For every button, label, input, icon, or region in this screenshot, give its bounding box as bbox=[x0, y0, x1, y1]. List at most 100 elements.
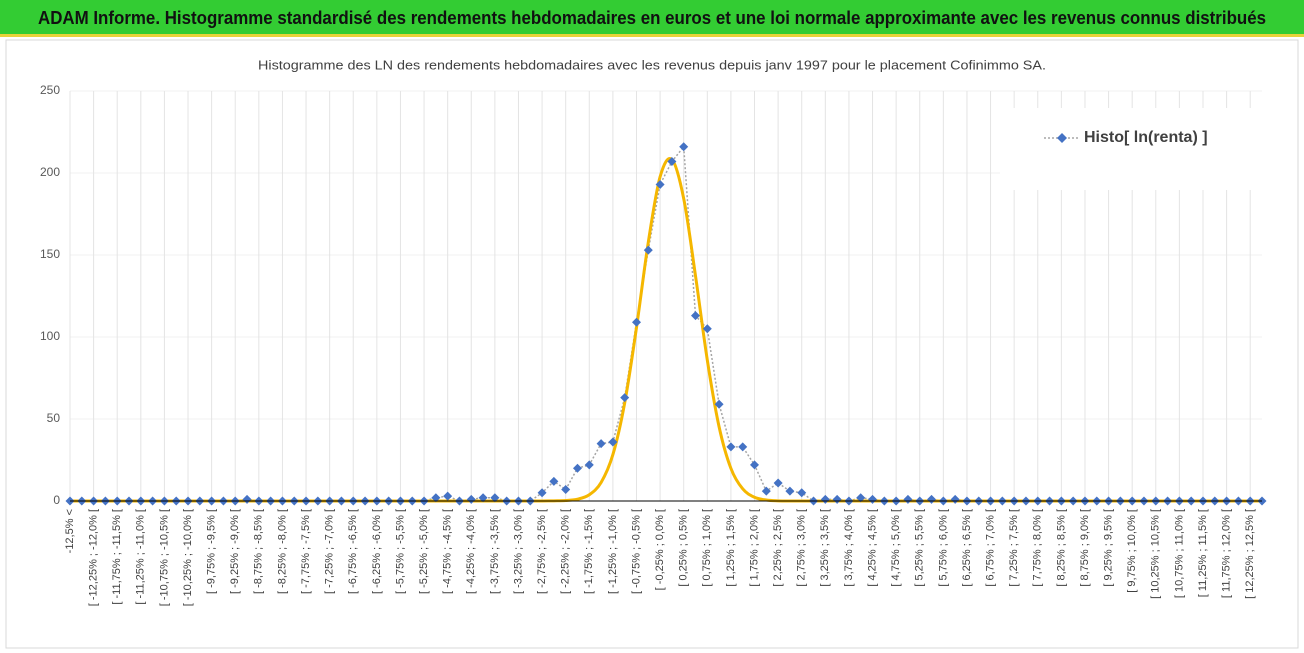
x-tick-label: [ -5,75% ; -5,5% [ bbox=[394, 509, 406, 594]
x-tick-label: [ 4,75% ; 5,0% [ bbox=[890, 509, 902, 587]
header-band bbox=[0, 0, 1304, 36]
x-tick-label: [ -2,75% ; -2,5% [ bbox=[536, 509, 548, 594]
chart-title: Histogramme des LN des rendements hebdom… bbox=[258, 57, 1046, 72]
marker bbox=[572, 463, 582, 473]
marker bbox=[738, 442, 748, 452]
x-tick-label: [ 9,75% ; 10,0% [ bbox=[1126, 509, 1138, 593]
marker bbox=[903, 494, 913, 504]
x-tick-label: [ -11,25% ; -11,0% [ bbox=[135, 509, 147, 605]
y-tick-label: 0 bbox=[53, 493, 60, 507]
x-tick-label: [ 11,75% ; 12,0% [ bbox=[1221, 509, 1233, 598]
x-tick-label: [ -7,75% ; -7,5% [ bbox=[300, 509, 312, 594]
x-tick-label: [ -11,75% ; -11,5% [ bbox=[111, 509, 123, 605]
marker bbox=[478, 493, 488, 503]
marker bbox=[714, 399, 724, 409]
y-tick-label: 250 bbox=[40, 83, 60, 97]
y-tick-label: 150 bbox=[40, 247, 60, 261]
x-tick-label: [ -2,25% ; -2,0% [ bbox=[560, 509, 572, 594]
x-tick-label: [ 0,75% ; 1,0% [ bbox=[701, 509, 713, 587]
marker bbox=[750, 460, 760, 470]
x-tick-label: [ -6,25% ; -6,0% [ bbox=[371, 509, 383, 594]
marker bbox=[726, 442, 736, 452]
x-tick-label: [ 5,75% ; 6,0% [ bbox=[937, 509, 949, 587]
x-tick-label: [ 7,25% ; 7,5% [ bbox=[1008, 509, 1020, 587]
x-tick-label: [ -1,75% ; -1,5% [ bbox=[583, 509, 595, 594]
x-tick-label: [ 3,25% ; 3,5% [ bbox=[819, 509, 831, 587]
x-tick-label: [ -0,25% ; 0,0% [ bbox=[654, 509, 666, 590]
marker bbox=[242, 494, 252, 504]
x-tick-label: [ -3,25% ; -3,0% [ bbox=[512, 509, 524, 594]
x-tick-label: [ 8,75% ; 9,0% [ bbox=[1079, 509, 1091, 587]
legend: Histo[ ln(renta) ] bbox=[1000, 108, 1290, 190]
header-rule bbox=[0, 34, 1304, 37]
x-tick-label: [ 10,75% ; 11,0% [ bbox=[1173, 509, 1185, 598]
x-tick-label: [ -10,25% ; -10,0% [ bbox=[182, 509, 194, 606]
marker bbox=[797, 488, 807, 498]
legend-label: Histo[ ln(renta) ] bbox=[1084, 129, 1208, 146]
x-tick-label: [ -9,75% ; -9,5% [ bbox=[206, 509, 218, 594]
x-tick-label: [ -6,75% ; -6,5% [ bbox=[347, 509, 359, 594]
x-tick-label: [ 2,75% ; 3,0% [ bbox=[796, 509, 808, 587]
marker bbox=[443, 491, 453, 501]
y-tick-label: 100 bbox=[40, 329, 60, 343]
x-tick-label: [ -10,75% ; -10,5% [ bbox=[158, 509, 170, 606]
marker bbox=[655, 179, 665, 189]
header-title: ADAM Informe. Histogramme standardisé de… bbox=[38, 8, 1266, 28]
x-tick-label: [ -4,75% ; -4,5% [ bbox=[442, 509, 454, 594]
marker bbox=[702, 324, 712, 334]
x-tick-label: [ -8,25% ; -8,0% [ bbox=[276, 509, 288, 594]
marker bbox=[596, 439, 606, 449]
marker bbox=[549, 476, 559, 486]
x-tick-label: [ -3,75% ; -3,5% [ bbox=[489, 509, 501, 594]
marker bbox=[761, 486, 771, 496]
marker bbox=[667, 157, 677, 167]
x-tick-label: [ 8,25% ; 8,5% [ bbox=[1055, 509, 1067, 587]
marker bbox=[561, 485, 571, 495]
marker bbox=[856, 493, 866, 503]
x-tick-label: [ 11,25% ; 11,5% [ bbox=[1197, 509, 1209, 597]
x-tick-label: [ 4,25% ; 4,5% [ bbox=[866, 509, 878, 587]
marker bbox=[950, 494, 960, 504]
marker bbox=[868, 494, 878, 504]
grid bbox=[69, 90, 1262, 502]
x-tick-label: [ -1,25% ; -1,0% [ bbox=[607, 509, 619, 594]
x-tick-label: [ 1,75% ; 2,0% [ bbox=[748, 509, 760, 587]
marker bbox=[620, 393, 630, 403]
x-tick-label: [ 2,25% ; 2,5% [ bbox=[772, 509, 784, 587]
axes: 0 50 100 150 200 250 -12,5% < [ -12,25% ; -12,0… bbox=[40, 83, 1262, 606]
x-tick-label: [ -4,25% ; -4,0% [ bbox=[465, 509, 477, 594]
marker bbox=[643, 245, 653, 255]
chart-frame bbox=[5, 39, 1299, 649]
x-tick-label: [ 1,25% ; 1,5% [ bbox=[725, 509, 737, 587]
x-tick-label: [ -8,75% ; -8,5% [ bbox=[253, 509, 265, 594]
x-tick-label: [ 7,75% ; 8,0% [ bbox=[1032, 509, 1044, 587]
x-tick-label: [ 3,75% ; 4,0% [ bbox=[843, 509, 855, 587]
plot bbox=[65, 142, 1267, 506]
marker bbox=[679, 142, 689, 152]
marker bbox=[537, 488, 547, 498]
marker bbox=[820, 494, 830, 504]
x-tick-label: [ 6,75% ; 7,0% [ bbox=[984, 509, 996, 587]
marker bbox=[490, 493, 500, 503]
x-tick-label: [ 0,25% ; 0,5% [ bbox=[678, 509, 690, 587]
x-tick-label: [ -0,75% ; -0,5% [ bbox=[630, 509, 642, 594]
marker bbox=[608, 437, 618, 447]
x-tick-label: [ 10,25% ; 10,5% [ bbox=[1150, 509, 1162, 599]
marker bbox=[832, 494, 842, 504]
x-tick-label: [ 12,25% ; 12,5% [ bbox=[1244, 509, 1256, 599]
y-tick-label: 200 bbox=[40, 165, 60, 179]
legend-box bbox=[1000, 108, 1290, 190]
x-tick-label: [ 9,25% ; 9,5% [ bbox=[1102, 509, 1114, 587]
y-tick-label: 50 bbox=[47, 411, 61, 425]
marker bbox=[785, 486, 795, 496]
marker bbox=[691, 311, 701, 321]
x-tick-label: [ -9,25% ; -9,0% [ bbox=[229, 509, 241, 594]
marker bbox=[584, 460, 594, 470]
legend-marker bbox=[1057, 133, 1067, 143]
marker bbox=[631, 317, 641, 327]
x-tick-label: [ -5,25% ; -5,0% [ bbox=[418, 509, 430, 594]
marker bbox=[927, 494, 937, 504]
x-tick-label: [ 6,25% ; 6,5% [ bbox=[961, 509, 973, 587]
x-tick-label: [ 5,25% ; 5,5% [ bbox=[914, 509, 926, 587]
